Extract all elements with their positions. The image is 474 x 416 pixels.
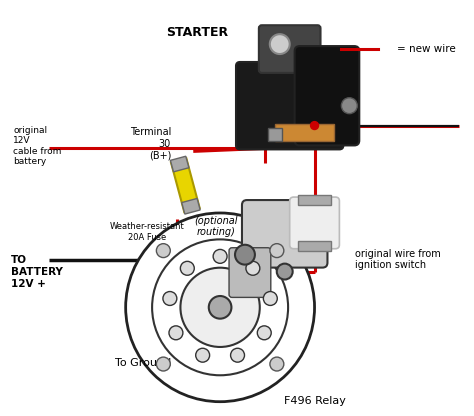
Text: (optional
routing): (optional routing) <box>194 216 237 238</box>
Circle shape <box>156 244 170 258</box>
Circle shape <box>270 357 284 371</box>
FancyBboxPatch shape <box>236 62 343 149</box>
FancyBboxPatch shape <box>229 248 271 297</box>
Text: Weather-resistant
20A Fuse: Weather-resistant 20A Fuse <box>249 217 324 236</box>
Bar <box>275 124 335 141</box>
Circle shape <box>126 213 315 402</box>
Bar <box>268 128 282 141</box>
Circle shape <box>270 34 290 54</box>
Polygon shape <box>182 198 200 214</box>
Bar <box>298 241 331 251</box>
Text: = new wire: = new wire <box>397 44 456 54</box>
FancyBboxPatch shape <box>295 46 359 146</box>
Text: original wire from
ignition switch: original wire from ignition switch <box>355 249 440 270</box>
Polygon shape <box>171 156 189 172</box>
Circle shape <box>341 98 357 114</box>
Text: STARTER: STARTER <box>166 26 228 39</box>
Circle shape <box>235 245 255 265</box>
Circle shape <box>209 296 231 319</box>
Text: To Ground: To Ground <box>115 358 171 368</box>
FancyBboxPatch shape <box>290 197 339 249</box>
Bar <box>298 195 331 205</box>
Circle shape <box>264 292 277 305</box>
Circle shape <box>196 348 210 362</box>
Circle shape <box>277 264 292 280</box>
FancyBboxPatch shape <box>242 200 328 267</box>
FancyBboxPatch shape <box>259 25 320 73</box>
Text: Terminal
50
(S): Terminal 50 (S) <box>254 106 295 140</box>
Text: TO
BATTERY
12V +: TO BATTERY 12V + <box>11 255 63 289</box>
Circle shape <box>246 261 260 275</box>
Polygon shape <box>171 158 200 212</box>
Circle shape <box>181 261 194 275</box>
Circle shape <box>163 292 177 305</box>
Circle shape <box>257 326 271 340</box>
Text: F496 Relay: F496 Relay <box>284 396 346 406</box>
Circle shape <box>156 357 170 371</box>
Circle shape <box>181 268 260 347</box>
Text: Weather-resistant
20A Fuse: Weather-resistant 20A Fuse <box>110 223 185 242</box>
Circle shape <box>270 244 284 258</box>
Circle shape <box>310 121 319 129</box>
Text: original
12V
cable from
battery: original 12V cable from battery <box>13 126 62 166</box>
Circle shape <box>230 348 245 362</box>
Circle shape <box>169 326 183 340</box>
Circle shape <box>213 250 227 263</box>
Text: Terminal
30
(B+): Terminal 30 (B+) <box>130 127 171 161</box>
